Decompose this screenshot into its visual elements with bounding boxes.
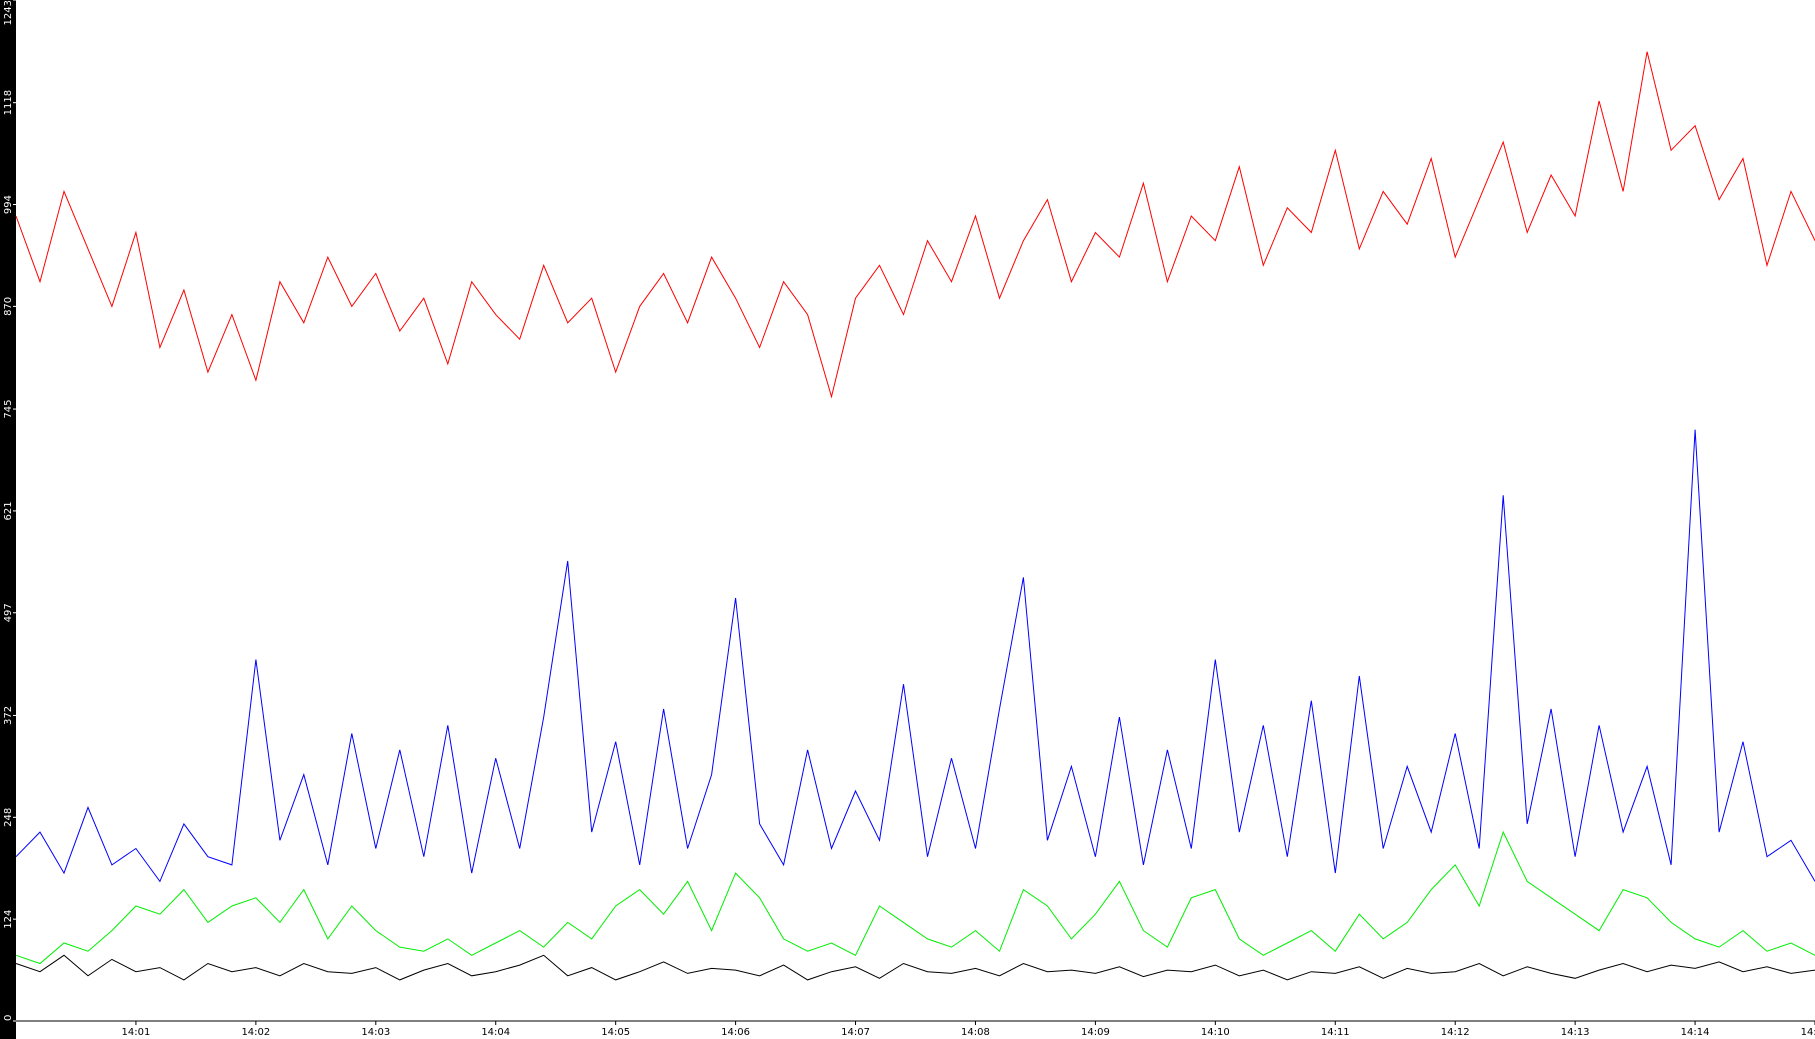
y-axis-band xyxy=(0,0,16,1039)
x-tick-label: 14:14 xyxy=(1681,1027,1710,1038)
series-line xyxy=(15,429,1815,883)
y-tick-label: 372 xyxy=(3,706,14,725)
x-tick-label: 14:02 xyxy=(241,1027,270,1038)
x-tick-label: 14:09 xyxy=(1081,1027,1110,1038)
y-tick-label: 497 xyxy=(3,603,14,622)
x-tick-label: 14:08 xyxy=(961,1027,990,1038)
series-line xyxy=(15,954,1815,981)
x-tick-label: 14:15 xyxy=(1801,1027,1815,1038)
x-tick-label: 14:13 xyxy=(1561,1027,1590,1038)
y-tick-label: 124 xyxy=(3,910,14,929)
x-tick-label: 14:06 xyxy=(721,1027,750,1038)
y-tick-label: 1118 xyxy=(3,90,14,115)
x-tick-label: 14:04 xyxy=(481,1027,510,1038)
x-tick-label: 14:10 xyxy=(1201,1027,1230,1038)
x-tick-label: 14:07 xyxy=(841,1027,870,1038)
x-tick-label: 14:05 xyxy=(601,1027,630,1038)
y-tick-label: 994 xyxy=(3,195,14,214)
y-tick-label: 0 xyxy=(3,1015,14,1021)
series-line xyxy=(15,51,1815,399)
series-line xyxy=(15,830,1815,965)
y-tick-label: 621 xyxy=(3,501,14,520)
y-tick-label: 870 xyxy=(3,297,14,316)
y-tick-label: 1243 xyxy=(3,0,14,25)
x-tick-label: 14:03 xyxy=(361,1027,390,1038)
x-tick-label: 14:01 xyxy=(122,1027,151,1038)
y-tick-label: 745 xyxy=(3,400,14,419)
y-tick-label: 248 xyxy=(3,808,14,827)
x-tick-label: 14:11 xyxy=(1321,1027,1350,1038)
x-tick-label: 14:12 xyxy=(1441,1027,1470,1038)
